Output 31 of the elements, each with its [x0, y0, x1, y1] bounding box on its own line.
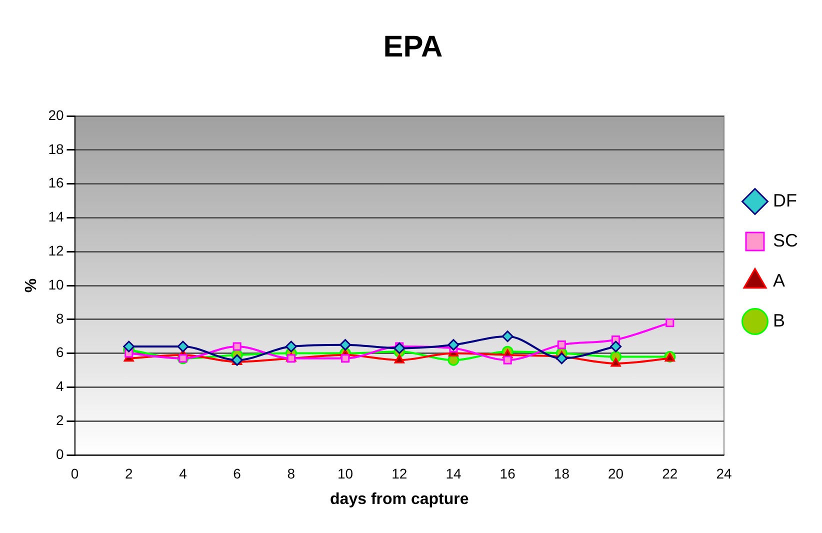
- y-tick-label: 2: [56, 412, 64, 428]
- x-tick-label: 4: [179, 465, 188, 482]
- x-tick-label: 16: [500, 465, 516, 482]
- legend-label: DF: [772, 190, 797, 210]
- x-tick-label: 12: [392, 465, 408, 482]
- x-tick-label: 10: [337, 465, 354, 482]
- x-axis-title: days from capture: [330, 490, 469, 508]
- y-tick-label: 4: [56, 378, 64, 394]
- y-tick-label: 12: [48, 242, 64, 258]
- y-tick-label: 14: [48, 208, 64, 225]
- x-tick-label: 18: [554, 465, 570, 482]
- legend-label: A: [772, 270, 786, 290]
- y-tick-label: 20: [48, 106, 64, 123]
- x-tick-label: 2: [124, 465, 133, 482]
- x-tick-label: 24: [716, 465, 732, 482]
- y-tick-label: 6: [56, 344, 64, 360]
- x-tick-label: 0: [70, 465, 79, 482]
- y-tick-label: 8: [56, 310, 64, 326]
- x-tick-label: 14: [446, 465, 462, 482]
- y-axis-title: %: [23, 278, 40, 293]
- y-tick-label: 0: [56, 446, 64, 462]
- x-tick-label: 22: [662, 465, 678, 482]
- chart-title: EPA: [383, 30, 443, 64]
- x-tick-label: 20: [608, 465, 624, 482]
- legend-label: B: [772, 310, 786, 330]
- legend-label: SC: [772, 230, 798, 250]
- y-tick-label: 16: [48, 174, 64, 191]
- x-tick-label: 8: [287, 465, 296, 482]
- y-tick-label: 18: [48, 140, 64, 157]
- x-tick-label: 6: [233, 465, 242, 482]
- y-tick-label: 10: [48, 276, 64, 292]
